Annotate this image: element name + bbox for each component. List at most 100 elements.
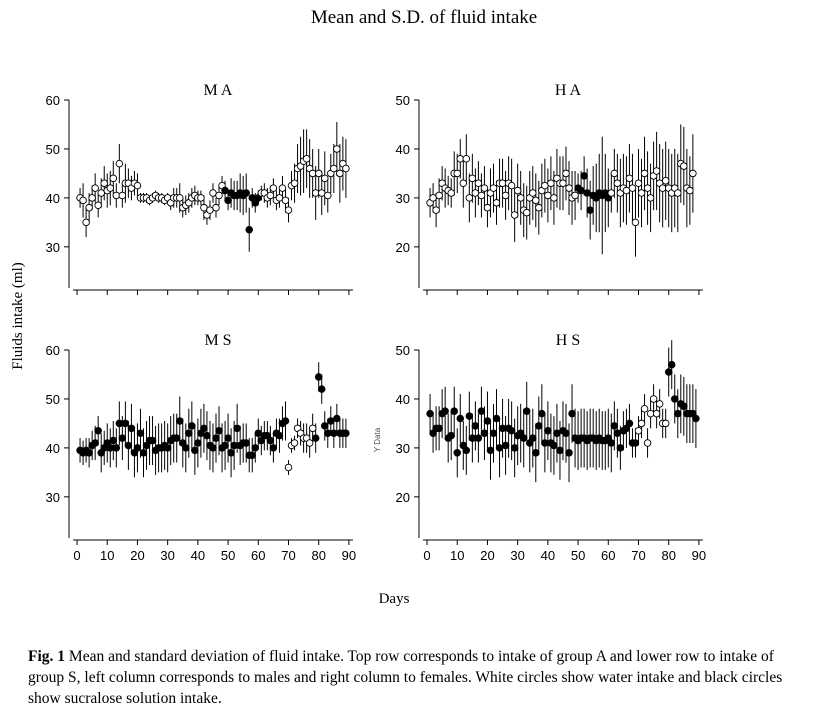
sucralose-point [109, 436, 118, 445]
sucralose-point [242, 439, 250, 447]
y-axis-label: Fluids intake (ml) [10, 262, 26, 370]
figure-caption: Fig. 1 Mean and standard deviation of fl… [28, 646, 813, 709]
sucralose-point [317, 385, 326, 393]
water-point [483, 203, 492, 212]
sucralose-point [281, 417, 290, 425]
water-point [649, 395, 658, 403]
sucralose-point [91, 439, 99, 447]
sucralose-point [532, 449, 540, 457]
sucralose-point [519, 434, 528, 442]
caption-label: Fig. 1 [28, 648, 66, 665]
water-point [118, 191, 127, 200]
sucralose-point [435, 424, 443, 433]
sucralose-point [480, 429, 489, 437]
sucralose-point [510, 444, 519, 452]
water-point [432, 206, 440, 214]
water-point [634, 427, 643, 435]
water-point [607, 189, 616, 197]
sucralose-point [535, 422, 543, 430]
water-point [115, 159, 124, 168]
x-tick-label: 90 [692, 548, 706, 563]
sucralose-point [224, 196, 232, 205]
water-point [655, 400, 664, 408]
water-point [643, 439, 652, 447]
x-tick-label: 80 [661, 548, 675, 563]
sucralose-point [209, 444, 217, 452]
sucralose-point [456, 414, 465, 423]
sucralose-point [175, 417, 184, 425]
sucralose-point [538, 409, 546, 418]
water-point [308, 424, 317, 433]
water-point [453, 169, 462, 178]
water-point [532, 196, 540, 205]
sucralose-point [607, 439, 616, 447]
water-point [680, 162, 688, 170]
water-point [652, 409, 661, 418]
sucralose-point [185, 429, 193, 437]
water-point [281, 196, 290, 205]
hs-y-axis-note: Y Data [373, 427, 382, 452]
x-tick-label: 0 [423, 548, 430, 563]
panel-title: H S [556, 332, 580, 349]
water-point [637, 419, 646, 428]
sucralose-point [550, 441, 558, 450]
water-point [314, 169, 323, 178]
sucralose-point [248, 451, 256, 459]
sucralose-point [616, 444, 625, 452]
x-tick-label: 40 [191, 548, 205, 563]
x-tick-label: 40 [541, 548, 555, 563]
y-tick-label: 50 [396, 343, 410, 358]
sucralose-point [492, 414, 501, 423]
water-point [465, 194, 474, 202]
caption-text: Mean and standard deviation of fluid int… [28, 648, 783, 707]
sucralose-point [631, 439, 640, 447]
water-point [686, 186, 694, 195]
water-point [646, 194, 655, 202]
x-tick-label: 30 [160, 548, 174, 563]
panel-title: M S [204, 332, 231, 349]
water-point [91, 184, 99, 192]
sucralose-point [441, 407, 449, 415]
sucralose-point [522, 407, 531, 415]
water-point [571, 191, 579, 200]
sucralose-point [242, 189, 250, 197]
water-point [610, 169, 619, 178]
water-point [640, 404, 649, 413]
sucralose-point [148, 436, 157, 445]
sucralose-point [453, 449, 462, 457]
water-point [284, 206, 293, 214]
water-point [631, 218, 640, 227]
figure-title: Mean and S.D. of fluid intake [311, 7, 537, 28]
sucralose-point [477, 407, 486, 415]
sucralose-point [674, 409, 682, 418]
y-tick-label: 60 [46, 343, 60, 358]
sucralose-point [671, 395, 679, 403]
y-tick-label: 40 [46, 441, 60, 456]
sucralose-point [136, 429, 145, 437]
sucralose-point [333, 414, 341, 423]
water-point [305, 439, 314, 447]
sucralose-point [182, 444, 190, 452]
x-tick-label: 50 [221, 548, 235, 563]
sucralose-point [568, 409, 576, 418]
x-tick-label: 70 [281, 548, 295, 563]
figure-canvas: Mean and S.D. of fluid intake Fluids int… [10, 7, 706, 607]
sucralose-point [586, 206, 594, 214]
water-point [652, 167, 661, 175]
water-point [447, 189, 455, 197]
water-point [492, 199, 501, 207]
water-point [333, 145, 341, 153]
water-point [269, 184, 278, 192]
sucralose-point [450, 407, 458, 415]
water-point [513, 186, 522, 195]
sucralose-point [245, 225, 253, 234]
sucralose-point [529, 434, 537, 442]
water-point [674, 189, 682, 197]
water-point [510, 211, 519, 219]
water-point [529, 189, 537, 197]
water-point [302, 154, 311, 163]
water-point [640, 169, 649, 178]
sucralose-point [227, 449, 235, 457]
y-tick-label: 50 [46, 392, 60, 407]
sucralose-point [580, 172, 588, 180]
